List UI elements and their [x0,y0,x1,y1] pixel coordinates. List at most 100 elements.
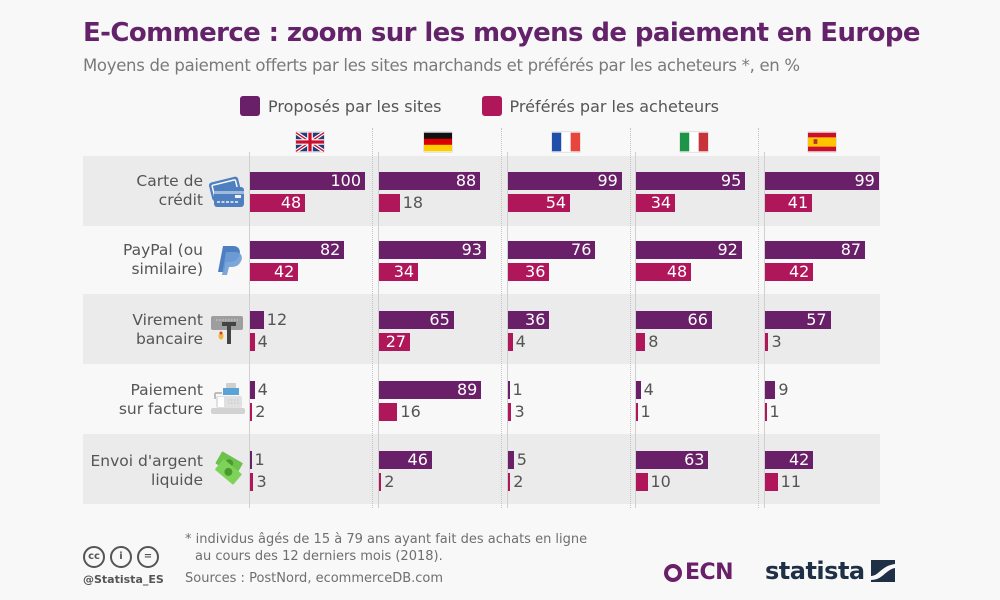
social-handle: @Statista_ES [83,573,164,586]
value-label-proposes: 92 [717,240,738,259]
legend-swatch-preferes [481,96,502,116]
row-label-liquide: Envoi d'argent liquide [90,452,203,489]
bar-preferes [765,333,769,351]
value-label-preferes: 10 [650,472,671,491]
flag-germany-icon [424,132,452,152]
axis-baseline [635,152,636,508]
value-label-proposes: 4 [257,380,268,399]
value-label-preferes: 2 [255,402,266,421]
value-label-preferes: 3 [256,472,267,491]
bar-proposes [508,172,622,190]
value-label-preferes: 2 [513,472,524,491]
bar-preferes [636,403,638,421]
credit-card-icon [208,176,244,207]
value-label-proposes: 100 [330,171,361,190]
bar-proposes [250,381,255,399]
flag-uk-icon [296,132,324,152]
bar-proposes [250,451,252,469]
statista-mark-icon [870,560,895,582]
value-label-proposes: 9 [778,380,789,399]
value-label-proposes: 63 [684,450,705,469]
bar-proposes [636,241,742,259]
flag-france-icon [552,132,580,152]
bank-transfer-icon [211,316,243,344]
bar-proposes [508,381,510,399]
bar-preferes [765,473,778,491]
bar-preferes [379,194,400,212]
value-label-proposes: 42 [788,450,810,469]
value-label-proposes: 93 [461,240,482,259]
flag-spain-icon [808,132,836,152]
bar-proposes [636,172,746,190]
bar-preferes [379,333,411,351]
value-label-preferes: 34 [650,193,672,212]
bar-preferes [508,473,511,491]
value-label-proposes: 5 [516,450,527,469]
value-label-preferes: 8 [648,332,659,351]
column-divider [630,128,631,508]
column-divider [372,128,373,508]
value-label-proposes: 88 [455,171,477,190]
bar-preferes [636,263,692,281]
value-label-preferes: 1 [640,402,651,421]
paypal-icon [218,246,242,275]
value-label-proposes: 1 [254,450,265,469]
no-derivatives-icon: = [137,546,159,568]
bar-proposes [765,172,879,190]
legend-item-preferes: Préférés par les acheteurs [481,96,720,116]
value-label-proposes: 99 [854,171,875,190]
bar-preferes [765,263,814,281]
bar-proposes [379,451,432,469]
bar-proposes [765,451,814,469]
value-label-preferes: 1 [769,402,780,421]
bar-proposes [765,381,776,399]
chart-title: E-Commerce : zoom sur les moyens de paie… [83,18,921,48]
bar-preferes [250,473,254,491]
value-label-preferes: 4 [515,332,526,351]
creative-commons-icon: cc [83,546,105,568]
bar-proposes [508,241,596,259]
column-divider [501,128,502,508]
value-label-preferes: 27 [385,332,407,351]
value-label-proposes: 4 [643,380,654,399]
legend-swatch-proposes [240,96,260,116]
value-label-preferes: 48 [280,193,302,212]
bar-preferes [508,333,513,351]
bar-preferes [379,403,398,421]
bar-preferes [379,263,419,281]
bar-preferes [379,473,382,491]
bar-preferes [765,194,813,212]
value-label-preferes: 42 [273,262,295,281]
value-label-preferes: 48 [666,262,688,281]
bar-proposes [379,381,482,399]
bar-preferes [250,263,299,281]
value-label-proposes: 1 [512,380,523,399]
bar-preferes [508,403,512,421]
value-label-preferes: 4 [257,332,268,351]
row-label-virement: Virement bancaire [132,311,203,348]
value-label-preferes: 2 [384,472,395,491]
value-label-proposes: 65 [429,310,450,329]
row-label-carte-credit: Carte de crédit [136,172,203,209]
value-label-proposes: 89 [456,380,478,399]
value-label-proposes: 95 [720,171,742,190]
value-label-preferes: 11 [780,472,801,491]
bar-preferes [508,263,550,281]
value-label-preferes: 36 [525,262,546,281]
value-label-preferes: 34 [393,262,415,281]
bar-proposes [508,451,514,469]
value-label-proposes: 99 [597,171,618,190]
axis-baseline [507,152,508,508]
bar-proposes [379,311,454,329]
value-label-proposes: 76 [571,240,592,259]
value-label-proposes: 82 [319,240,341,259]
value-label-preferes: 42 [788,262,810,281]
bar-proposes [250,241,345,259]
row-band [83,226,880,294]
legend-label-preferes: Préférés par les acheteurs [509,96,720,116]
axis-baseline [764,152,765,508]
bar-preferes [636,333,646,351]
chart-subtitle: Moyens de paiement offerts par les sites… [83,56,800,75]
value-label-preferes: 41 [787,193,809,212]
statista-logo: statista [765,557,895,585]
